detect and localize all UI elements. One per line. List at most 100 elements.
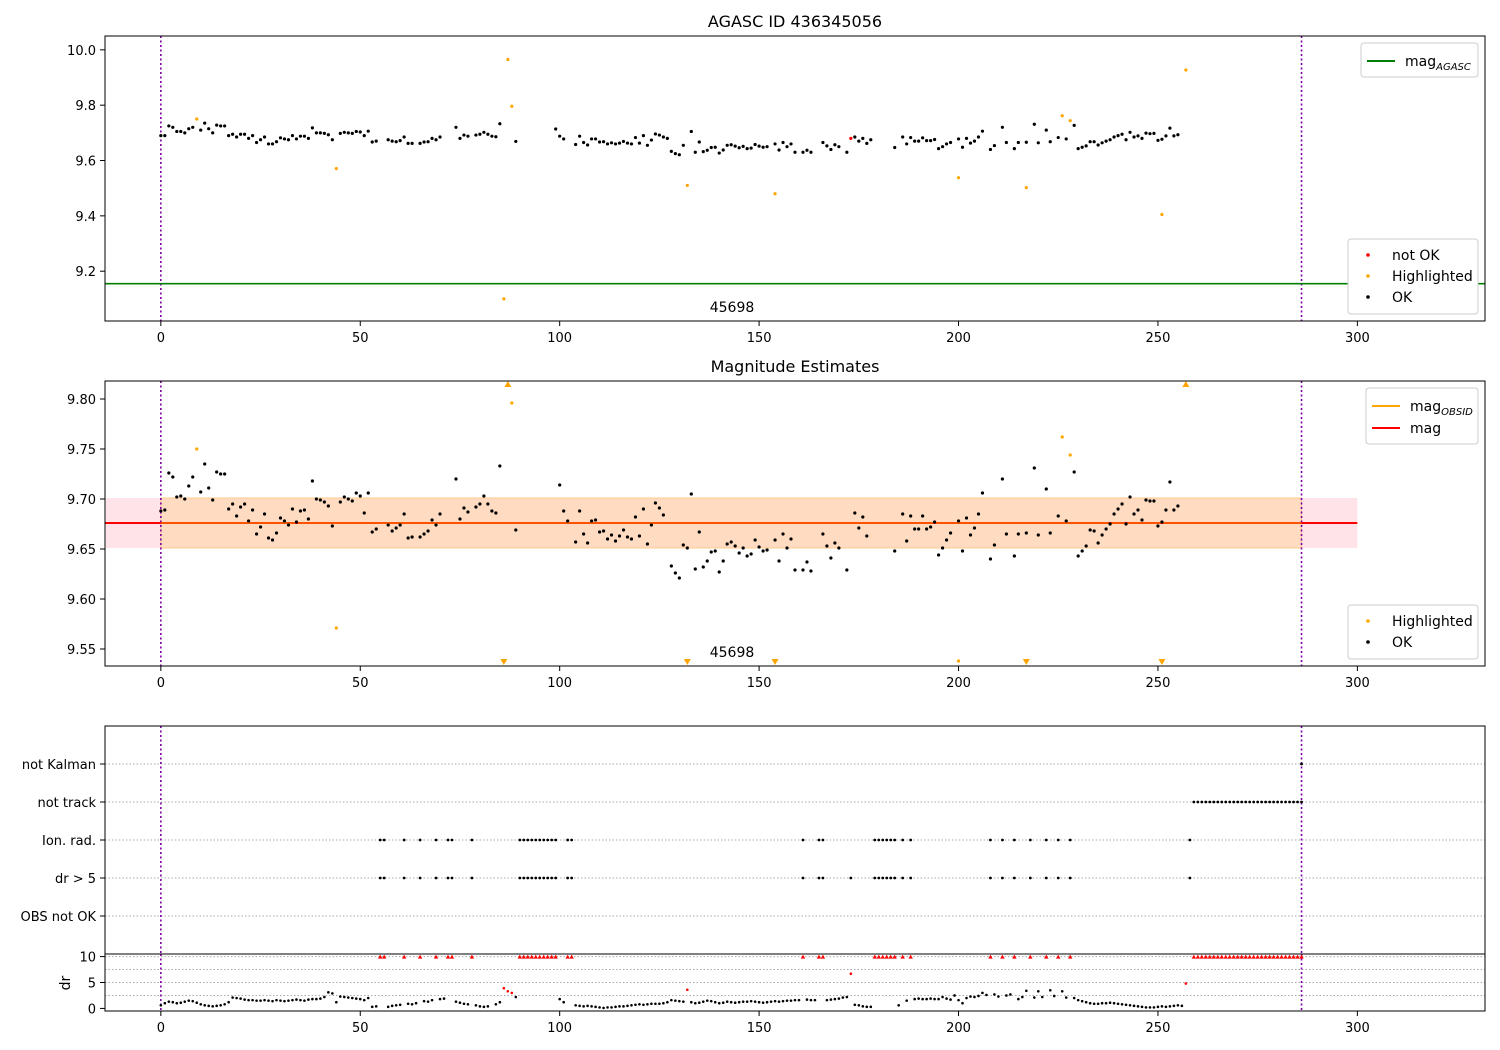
ok-point [773,538,777,542]
ok-point [637,534,642,538]
ion-rad-point [989,838,992,842]
ok-point [925,138,929,143]
dr-point [414,1001,418,1005]
dr-point [693,1001,697,1005]
ok-point [761,549,765,553]
dr-point [678,999,681,1003]
dr-capped-marker [1291,954,1296,959]
dr-gt-5-point [989,876,992,880]
ok-point [426,529,430,533]
ok-point [207,486,211,490]
ok-point [1116,134,1120,138]
ok-point [430,518,434,522]
panel4-ytick-label-0: 0 [88,1002,96,1017]
ok-point [733,544,737,548]
ok-point [1120,132,1124,136]
panel2-xtick-label-4: 200 [946,676,971,691]
dr-point [315,997,318,1001]
ok-point [749,146,753,150]
ok-point [809,150,813,154]
ok-point [757,545,761,549]
dr-point [319,997,322,1000]
ok-point [358,494,362,498]
ok-point [314,497,318,501]
dr-capped-marker [1295,954,1300,959]
ok-point [1164,134,1168,138]
dr-point [674,999,677,1002]
panel2-ytick-label-4: 9.75 [67,443,96,458]
ok-point [837,546,841,550]
dr-point [650,1002,653,1006]
dr-point [346,996,350,999]
dr-point [861,1005,865,1008]
dr-point [307,998,310,1001]
ion-rad-point [446,838,450,842]
dr-point [406,1002,410,1006]
offscale-low-marker [500,659,508,665]
ok-point [593,518,598,522]
ok-point [665,136,669,140]
ok-point [494,511,498,515]
ok-point [745,147,749,151]
ok-point [223,472,227,476]
highlighted-point [773,192,777,196]
ok-point [980,491,985,495]
ion-rad-point [1068,838,1072,842]
dr-point [323,995,326,999]
dr-point [793,998,797,1002]
dr-point [809,998,813,1002]
not-track-point [1244,800,1248,804]
ok-point [913,527,917,531]
dr-point [295,998,298,1001]
panel1-xtick-label-0: 0 [157,331,165,346]
ok-point [318,131,322,135]
not-track-point [1268,800,1272,804]
ok-point [793,150,797,154]
ok-point [609,533,614,537]
ok-point [972,139,977,143]
dr-gt-5-point [534,876,538,880]
panel4-xtick-label-4: 200 [946,1021,971,1036]
dr-point [331,992,334,995]
dr-point [765,1000,769,1004]
ok-point [554,127,558,131]
ok-point [833,143,837,147]
ok-point [805,148,809,152]
ok-point [948,140,953,145]
flag-row-label-1: not track [37,796,96,811]
ok-point [609,141,614,145]
dr-point [666,1000,669,1004]
ok-point [370,140,374,144]
dr-point [191,999,195,1003]
dr-point [973,995,976,999]
dr-point [394,1004,398,1007]
ok-point [785,145,789,149]
dr-capped-marker [445,954,451,959]
dr-point [1084,1000,1088,1004]
not-track-point [1208,800,1212,804]
ok-point [921,514,925,518]
ok-point [215,123,219,127]
ok-point [940,145,945,149]
ok-point [725,542,729,546]
dr-capped-marker [533,954,538,959]
offscale-low-marker [771,659,779,665]
dr-gt-5-point [402,876,406,880]
ok-point [254,140,259,145]
ok-point [921,136,925,140]
ok-point [1152,131,1156,135]
dr-point [741,1000,745,1003]
ok-point [729,143,733,147]
ok-point [1168,126,1172,130]
dr-point [1033,996,1036,999]
ion-rad-point [1000,838,1004,842]
dr-capped-marker [1227,954,1232,959]
not-track-point [1204,800,1208,804]
dr-gt-5-point [849,876,853,880]
ion-rad-point [877,838,881,842]
ok-point [765,548,769,552]
ok-point [1104,139,1108,143]
dr-point [997,995,1000,998]
dr-capped-marker [1271,954,1276,959]
ok-point [398,523,402,527]
